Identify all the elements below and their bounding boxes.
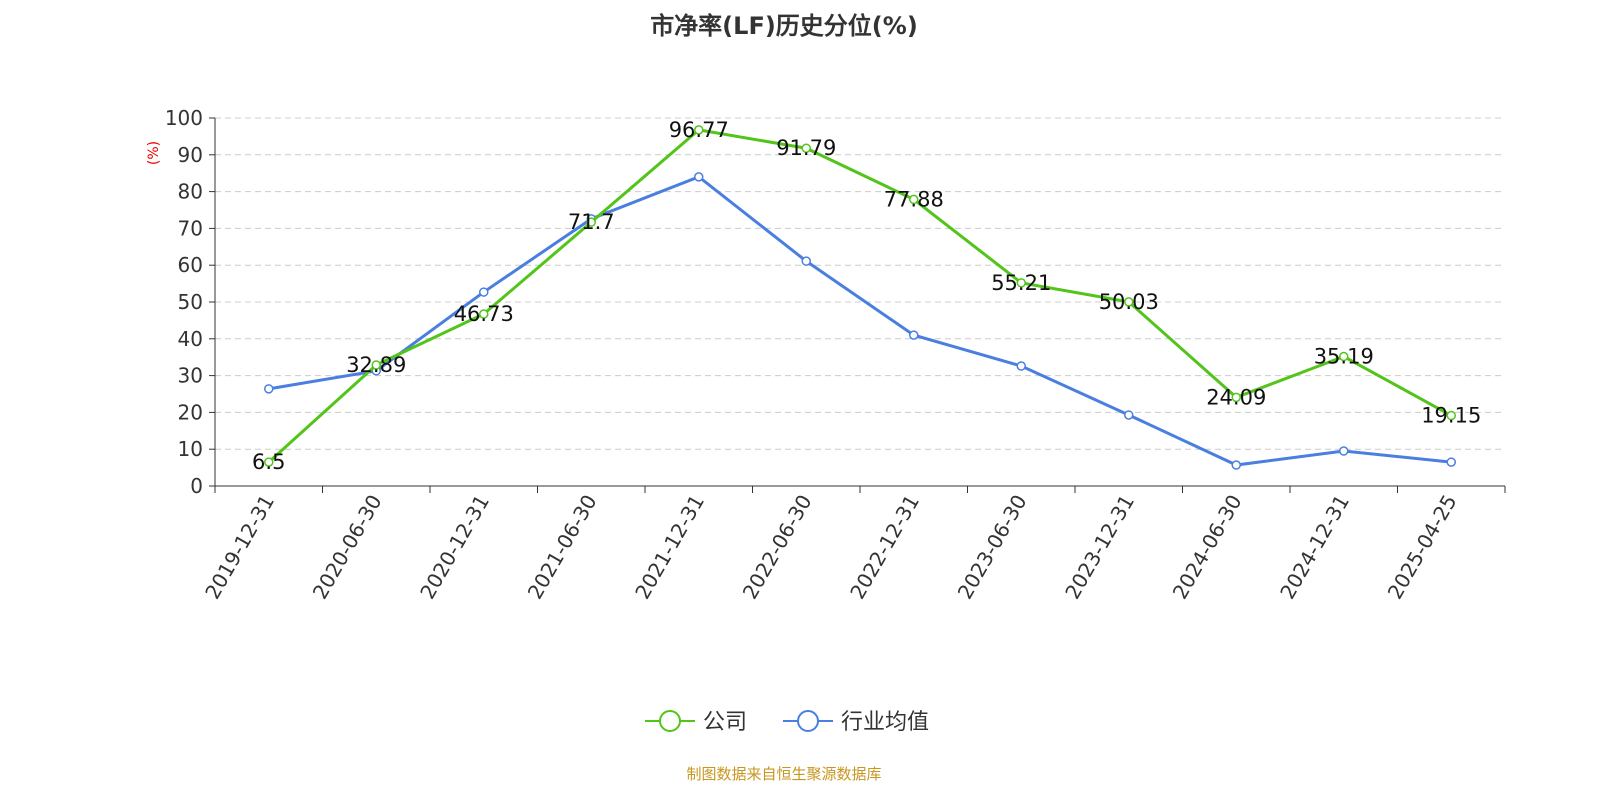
series-line bbox=[267, 128, 1452, 464]
data-point bbox=[694, 125, 704, 135]
data-point bbox=[1339, 446, 1349, 456]
data-point bbox=[1016, 361, 1026, 371]
data-label: 35.19 bbox=[1314, 345, 1374, 369]
data-point bbox=[264, 457, 274, 467]
series-line bbox=[268, 175, 1452, 467]
x-tick-label: 2024-06-30 bbox=[1168, 491, 1247, 604]
data-point bbox=[1339, 351, 1349, 362]
data-point bbox=[1016, 278, 1026, 288]
x-tick-label: 2021-12-31 bbox=[630, 491, 709, 604]
legend-label: 公司 bbox=[703, 710, 747, 735]
y-axis-label: (%) bbox=[146, 141, 162, 165]
data-label: 50.03 bbox=[1099, 290, 1159, 314]
data-point bbox=[801, 143, 811, 153]
data-label: 19.15 bbox=[1421, 404, 1481, 428]
legend-marker bbox=[797, 710, 819, 732]
y-tick-label: 80 bbox=[178, 180, 203, 204]
y-tick-label: 60 bbox=[178, 253, 203, 277]
data-label: 32.89 bbox=[346, 353, 406, 377]
data-point bbox=[694, 172, 704, 182]
data-label: 96.77 bbox=[669, 118, 729, 142]
y-tick-label: 20 bbox=[178, 400, 203, 424]
x-tick-label: 2019-12-31 bbox=[200, 491, 279, 604]
data-point bbox=[586, 217, 596, 227]
y-tick-label: 10 bbox=[178, 437, 203, 461]
data-label: 6.5 bbox=[252, 450, 285, 474]
y-tick-label: 50 bbox=[178, 290, 203, 314]
legend-label: 行业均值 bbox=[841, 710, 929, 735]
y-tick-label: 40 bbox=[178, 327, 203, 351]
data-label: 91.79 bbox=[776, 136, 836, 160]
source-note: 制图数据来自恒生聚源数据库 bbox=[686, 765, 882, 783]
y-tick-label: 100 bbox=[165, 106, 203, 130]
data-label: 46.73 bbox=[454, 302, 514, 326]
data-point bbox=[1446, 410, 1456, 421]
x-tick-label: 2022-12-31 bbox=[845, 491, 924, 604]
data-point bbox=[479, 287, 489, 297]
data-point bbox=[371, 360, 381, 370]
data-point bbox=[1231, 392, 1241, 403]
y-tick-label: 30 bbox=[178, 364, 203, 388]
data-point bbox=[801, 256, 811, 266]
data-label: 71.7 bbox=[568, 210, 615, 234]
x-tick-label: 2022-06-30 bbox=[738, 491, 817, 604]
x-tick-label: 2020-06-30 bbox=[308, 491, 387, 604]
y-tick-label: 0 bbox=[190, 474, 203, 498]
y-tick-label: 70 bbox=[178, 216, 203, 240]
x-tick-label: 2021-06-30 bbox=[523, 491, 602, 604]
data-point bbox=[909, 330, 919, 340]
data-point bbox=[1124, 410, 1134, 420]
data-label: 55.21 bbox=[991, 271, 1051, 295]
data-label: 24.09 bbox=[1206, 385, 1266, 409]
data-label: 77.88 bbox=[884, 187, 944, 211]
y-tick-label: 90 bbox=[178, 143, 203, 167]
x-tick-label: 2023-06-30 bbox=[953, 491, 1032, 604]
data-point bbox=[264, 384, 274, 394]
data-point bbox=[1124, 297, 1134, 307]
data-point bbox=[1231, 460, 1241, 470]
x-tick-label: 2025-04-25 bbox=[1383, 491, 1462, 604]
x-tick-label: 2023-12-31 bbox=[1060, 491, 1139, 604]
chart-title: 市净率(LF)历史分位(%) bbox=[650, 12, 918, 40]
data-point bbox=[1446, 457, 1456, 467]
legend-marker bbox=[659, 710, 681, 732]
data-point bbox=[909, 194, 919, 205]
x-tick-label: 2020-12-31 bbox=[415, 491, 494, 604]
x-tick-label: 2024-12-31 bbox=[1275, 491, 1354, 604]
data-point bbox=[479, 309, 489, 319]
